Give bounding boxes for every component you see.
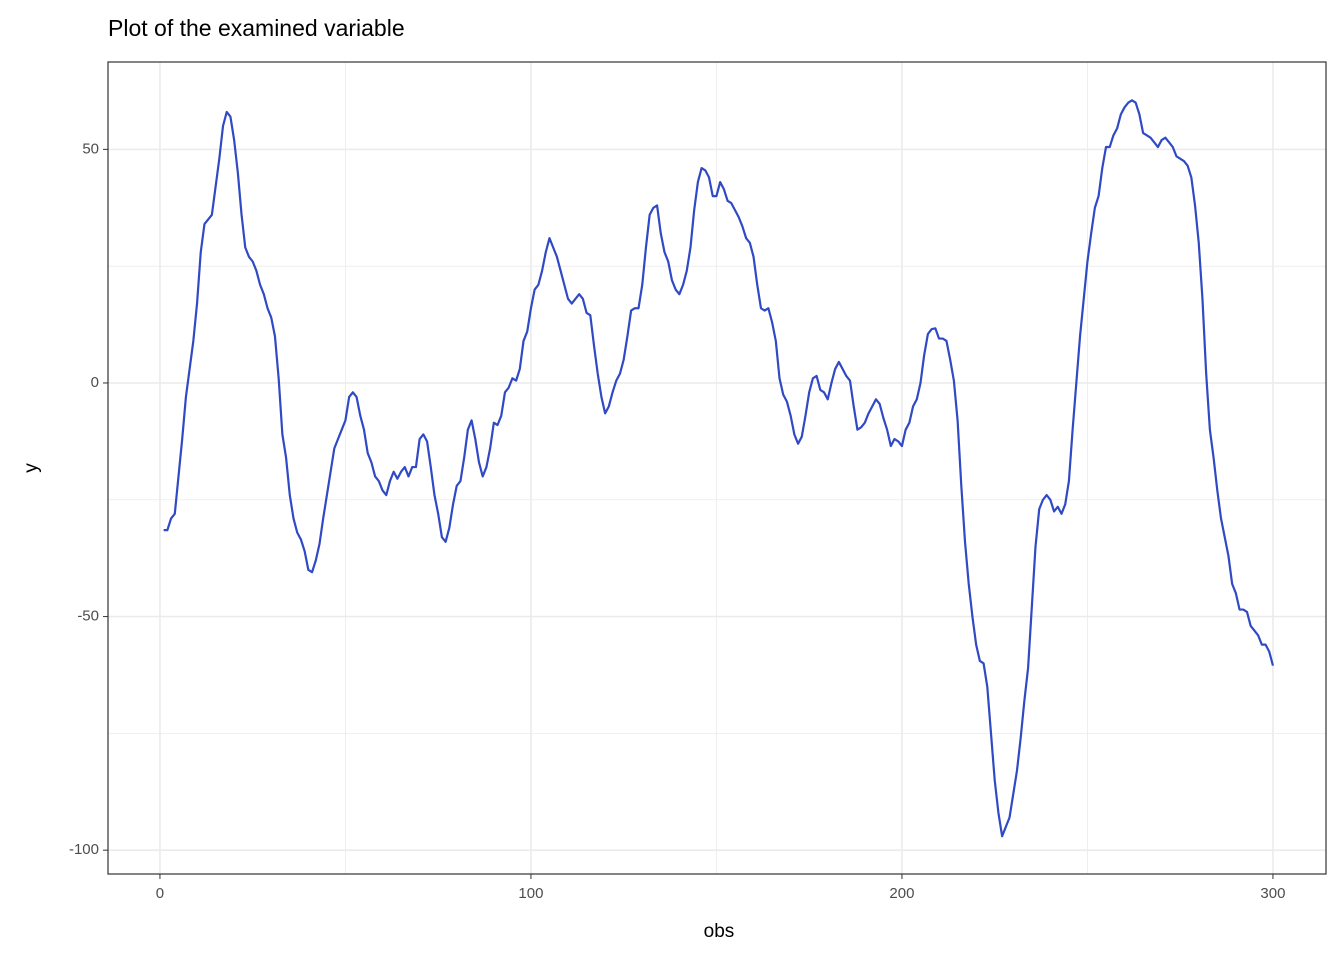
chart-title: Plot of the examined variable: [108, 15, 405, 41]
y-tick-label: 50: [82, 140, 99, 157]
x-axis-label: obs: [704, 921, 735, 942]
data-line: [163, 99, 1275, 838]
y-tick-label: -50: [77, 608, 99, 625]
x-tick-label: 300: [1260, 885, 1285, 902]
y-tick-label: 0: [91, 374, 99, 391]
x-tick-label: 200: [889, 885, 914, 902]
x-tick-label: 0: [156, 885, 164, 902]
panel-border: [107, 61, 1327, 875]
x-tick-label: 100: [518, 885, 543, 902]
y-axis-label: y: [21, 463, 42, 473]
y-tick-label: -100: [69, 841, 99, 858]
